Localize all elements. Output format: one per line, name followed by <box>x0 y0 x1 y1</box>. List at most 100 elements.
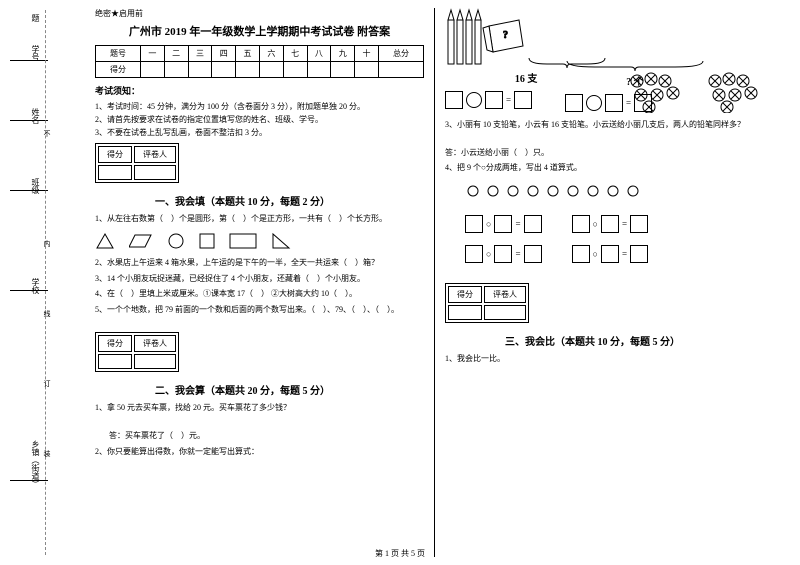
equals-sign: = <box>622 249 627 259</box>
table-row: 得分 <box>96 62 424 78</box>
score-cell[interactable] <box>164 62 188 78</box>
score-cell[interactable] <box>188 62 212 78</box>
grader-cell[interactable] <box>484 305 526 320</box>
score-cell[interactable] <box>331 62 355 78</box>
equals-sign: = <box>622 219 627 229</box>
grader-box: 得分评卷人 <box>445 283 529 323</box>
blank-box[interactable] <box>494 215 512 233</box>
grader-cell: 得分 <box>98 146 132 163</box>
equation-row: ○= <box>465 215 542 233</box>
blank-box[interactable] <box>465 215 483 233</box>
score-header: 四 <box>212 46 236 62</box>
score-cell[interactable] <box>140 62 164 78</box>
blank-box[interactable] <box>494 245 512 263</box>
score-cell[interactable] <box>355 62 379 78</box>
right-triangle-icon <box>271 232 291 250</box>
blank-box[interactable] <box>565 94 583 112</box>
blank-box[interactable] <box>485 91 503 109</box>
square-icon <box>199 233 215 249</box>
equals-sign: = <box>515 219 520 229</box>
margin-label: 乡镇（街道） <box>30 440 41 488</box>
question: 2、你只要能算出得数，你就一定能写出算式： <box>95 445 424 459</box>
margin-label: 题 <box>30 14 41 22</box>
question: 2、水果店上午运来 4 箱水果，上午运的是下午的一半，全天一共运来（ ）箱？ <box>95 256 424 270</box>
binding-margin: 题 学号 姓名 班级 学校 乡镇（街道） 不 内 线 订 装 <box>0 0 70 565</box>
score-cell: 得分 <box>96 62 141 78</box>
blank-box[interactable] <box>572 215 590 233</box>
grader-cell: 评卷人 <box>134 146 176 163</box>
score-header: 六 <box>259 46 283 62</box>
cut-label: 装 <box>42 450 52 457</box>
shapes-row <box>95 232 424 250</box>
grader-box: 得分评卷人 <box>95 143 179 183</box>
answer-line: 答：买车票花了（ ）元。 <box>109 429 424 443</box>
section-2-title: 二、我会算（本题共 20 分，每题 5 分） <box>155 382 424 397</box>
blank-box[interactable] <box>465 245 483 263</box>
op-circle[interactable] <box>586 95 602 111</box>
blank-box[interactable] <box>630 245 648 263</box>
margin-underline <box>10 480 48 481</box>
exam-page: 题 学号 姓名 班级 学校 乡镇（街道） 不 内 线 订 装 绝密★启用前 广州… <box>0 0 800 565</box>
notice-line: 2、请首先按要求在试卷的指定位置填写您的姓名、班级、学号。 <box>95 114 424 127</box>
grader-cell[interactable] <box>98 354 132 369</box>
blank-box[interactable] <box>572 245 590 263</box>
blank-box[interactable] <box>524 245 542 263</box>
section-1-title: 一、我会填（本题共 10 分，每题 2 分） <box>155 193 424 208</box>
blank-box[interactable] <box>524 215 542 233</box>
cut-label: 订 <box>42 380 52 387</box>
notice-head: 考试须知： <box>95 84 424 97</box>
op-circle[interactable] <box>466 92 482 108</box>
content-area: 绝密★启用前 广州市 2019 年一年级数学上学期期中考试试卷 附答案 题号 一… <box>70 0 800 565</box>
nine-circles-icon <box>465 183 665 199</box>
question: 4、在（ ）里填上米或厘米。①课本宽 17（ ） ②大树高大约 10（ ）。 <box>95 287 424 301</box>
circles-row <box>465 183 775 201</box>
grader-cell[interactable] <box>134 354 176 369</box>
question: 5、一个个地数，把 79 前面的一个数和后面的两个数写出来。（ ）、79、（ ）… <box>95 303 424 317</box>
question: 4、把 9 个○分成两堆，写出 4 道算式。 <box>445 161 775 175</box>
margin-underline <box>10 60 48 61</box>
score-header: 十 <box>355 46 379 62</box>
margin-label: 学校 <box>30 278 41 294</box>
blank-box[interactable] <box>514 91 532 109</box>
grader-cell[interactable] <box>98 165 132 180</box>
blank-box[interactable] <box>445 91 463 109</box>
triangle-icon <box>95 232 115 250</box>
score-cell[interactable] <box>307 62 331 78</box>
blank-box[interactable] <box>601 215 619 233</box>
score-cell[interactable] <box>212 62 236 78</box>
grader-cell: 得分 <box>448 286 482 303</box>
grader-cell[interactable] <box>134 165 176 180</box>
blank-box[interactable] <box>630 215 648 233</box>
equation-row: ○= <box>572 245 649 263</box>
notice-line: 3、不要在试卷上乱写乱画，卷面不整洁扣 3 分。 <box>95 127 424 140</box>
instructions: 1、考试时间：45 分钟，满分为 100 分（含卷面分 3 分），附加题单独 2… <box>95 101 424 139</box>
svg-text:?: ? <box>503 30 508 41</box>
score-cell[interactable] <box>378 62 423 78</box>
margin-label: 班级 <box>30 178 41 194</box>
margin-underline <box>10 120 48 121</box>
pencils-icon: ? <box>445 8 525 68</box>
balls-right-icon <box>705 71 763 113</box>
score-header: 八 <box>307 46 331 62</box>
score-cell[interactable] <box>259 62 283 78</box>
blank-box[interactable] <box>634 94 652 112</box>
cut-label: 不 <box>42 130 52 137</box>
margin-underline <box>10 290 48 291</box>
cut-label: 内 <box>42 240 52 247</box>
question: 1、从左往右数第（ ）个是圆形，第（ ）个是正方形，一共有（ ）个长方形。 <box>95 212 424 226</box>
binding-dashline <box>45 10 46 555</box>
op-text: ○ <box>593 219 598 229</box>
score-cell[interactable] <box>283 62 307 78</box>
equation-row: ○= <box>572 215 649 233</box>
grader-box: 得分评卷人 <box>95 332 179 372</box>
grader-cell[interactable] <box>448 305 482 320</box>
table-row: 题号 一 二 三 四 五 六 七 八 九 十 总分 <box>96 46 424 62</box>
score-cell[interactable] <box>236 62 260 78</box>
blank-box[interactable] <box>601 245 619 263</box>
op-text: ○ <box>486 249 491 259</box>
right-column: ? 16 支 = <box>435 8 785 557</box>
equation-grid: ○= ○= <box>465 239 775 269</box>
blank-box[interactable] <box>605 94 623 112</box>
equals-sign: = <box>506 95 511 105</box>
equation-row: ○= <box>465 245 542 263</box>
